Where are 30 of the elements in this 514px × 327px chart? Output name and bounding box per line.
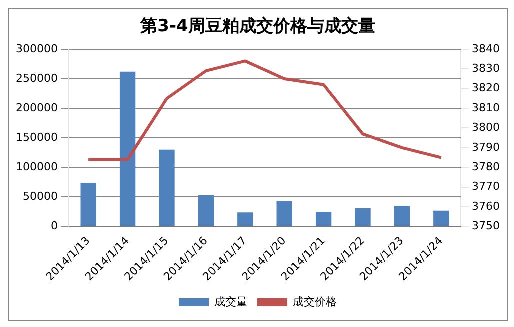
y-tick-label: 250000 (16, 72, 58, 85)
y2-tick-label: 3820 (472, 82, 500, 95)
y2-tick-label: 3790 (472, 140, 500, 154)
y2-tick-label: 3750 (472, 220, 500, 233)
y2-tick-label: 3760 (472, 200, 500, 213)
bar (355, 208, 371, 226)
y-tick-label: 50000 (22, 190, 58, 204)
bar (316, 212, 332, 226)
legend-label: 成交量 (214, 295, 248, 308)
y2-tick-label: 3780 (472, 160, 500, 174)
y2-tick-label: 3810 (472, 101, 500, 114)
y-tick-label: 150000 (16, 130, 58, 144)
y2-tick-label: 3840 (472, 42, 500, 56)
bar (80, 183, 96, 226)
bar (434, 210, 450, 226)
y2-tick-label: 3770 (472, 180, 500, 194)
y2-tick-label: 3800 (472, 121, 500, 134)
legend-label: 成交价格 (293, 295, 337, 308)
y-tick-label: 300000 (16, 42, 58, 56)
y-tick-label: 100000 (16, 160, 58, 174)
bar (394, 206, 410, 226)
bar (238, 212, 254, 226)
bar (198, 195, 214, 226)
y-tick-label: 0 (50, 220, 58, 233)
bar (276, 201, 292, 226)
bar (159, 150, 175, 226)
y-tick-label: 200000 (16, 101, 58, 114)
y2-tick-label: 3830 (472, 62, 500, 75)
bar (120, 72, 136, 226)
chart-title: 第3-4周豆粕成交价格与成交量 (140, 16, 376, 37)
